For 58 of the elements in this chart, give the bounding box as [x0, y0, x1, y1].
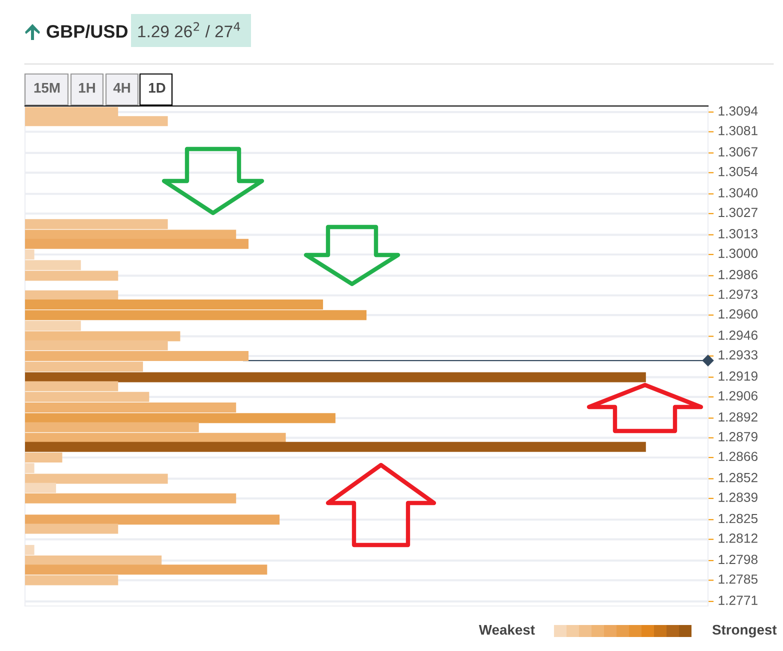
text: 15M	[34, 83, 60, 93]
text: 1D	[149, 83, 166, 93]
y-tick-label: 1.2852	[718, 472, 758, 482]
y-tick-label: 1.2919	[718, 371, 758, 381]
bar	[25, 351, 249, 361]
y-tick-label: 1.3027	[718, 208, 758, 218]
bar	[25, 556, 162, 566]
bar	[25, 290, 118, 300]
y-tick-label: 1.3013	[718, 228, 758, 238]
y-tick-label: 1.3054	[718, 166, 758, 176]
y-tick-label: 1.2986	[718, 270, 758, 280]
y-tick-label: 1.3000	[718, 248, 758, 258]
bar	[25, 320, 81, 331]
bar	[25, 544, 34, 555]
bar	[25, 493, 236, 504]
bar	[25, 524, 118, 534]
bar	[25, 442, 646, 452]
y-tick-label: 1.2933	[718, 350, 758, 360]
bar	[25, 331, 180, 342]
bar	[25, 219, 168, 230]
bar	[25, 413, 336, 424]
y-tick-label: 1.2906	[718, 391, 758, 400]
y-tick-label: 1.3094	[718, 106, 758, 116]
bar	[25, 474, 168, 484]
text: 1H	[79, 83, 95, 93]
y-tick-label: 1.3040	[718, 188, 758, 198]
bar	[25, 372, 646, 382]
text: 1.29 26$^{2}$ / 27$^{4}$	[138, 22, 240, 38]
y-tick-label: 1.3067	[718, 147, 758, 157]
y-tick-label: 1.3081	[718, 126, 758, 136]
bar	[25, 564, 268, 575]
text: Strongest	[712, 624, 777, 638]
y-tick-label: 1.2785	[718, 574, 758, 584]
bar	[25, 270, 118, 281]
bar	[25, 340, 168, 350]
bar	[25, 463, 34, 474]
bar	[25, 230, 236, 240]
y-tick-label: 1.2812	[718, 534, 758, 543]
y-tick-label: 1.2798	[718, 554, 758, 564]
text: GBP/USD	[46, 24, 128, 38]
y-tick-label: 1.2825	[718, 514, 758, 524]
y-tick-label: 1.2879	[718, 432, 758, 442]
y-tick-label: 1.2892	[718, 412, 758, 422]
y-tick-label: 1.2960	[718, 309, 758, 319]
bar	[25, 238, 249, 249]
bar	[25, 452, 62, 463]
y-tick-label: 1.2839	[718, 492, 758, 502]
bar	[25, 402, 236, 413]
y-tick-label: 1.2973	[718, 290, 758, 299]
bar	[25, 575, 118, 586]
y-tick-label: 1.2771	[718, 596, 758, 605]
y-tick-label: 1.2946	[718, 330, 758, 340]
bar	[25, 362, 143, 372]
y-tick-label: 1.2866	[718, 452, 758, 462]
bar	[25, 482, 56, 493]
bar	[25, 514, 280, 525]
text: 4H	[113, 83, 130, 93]
text: Weakest	[478, 624, 535, 635]
